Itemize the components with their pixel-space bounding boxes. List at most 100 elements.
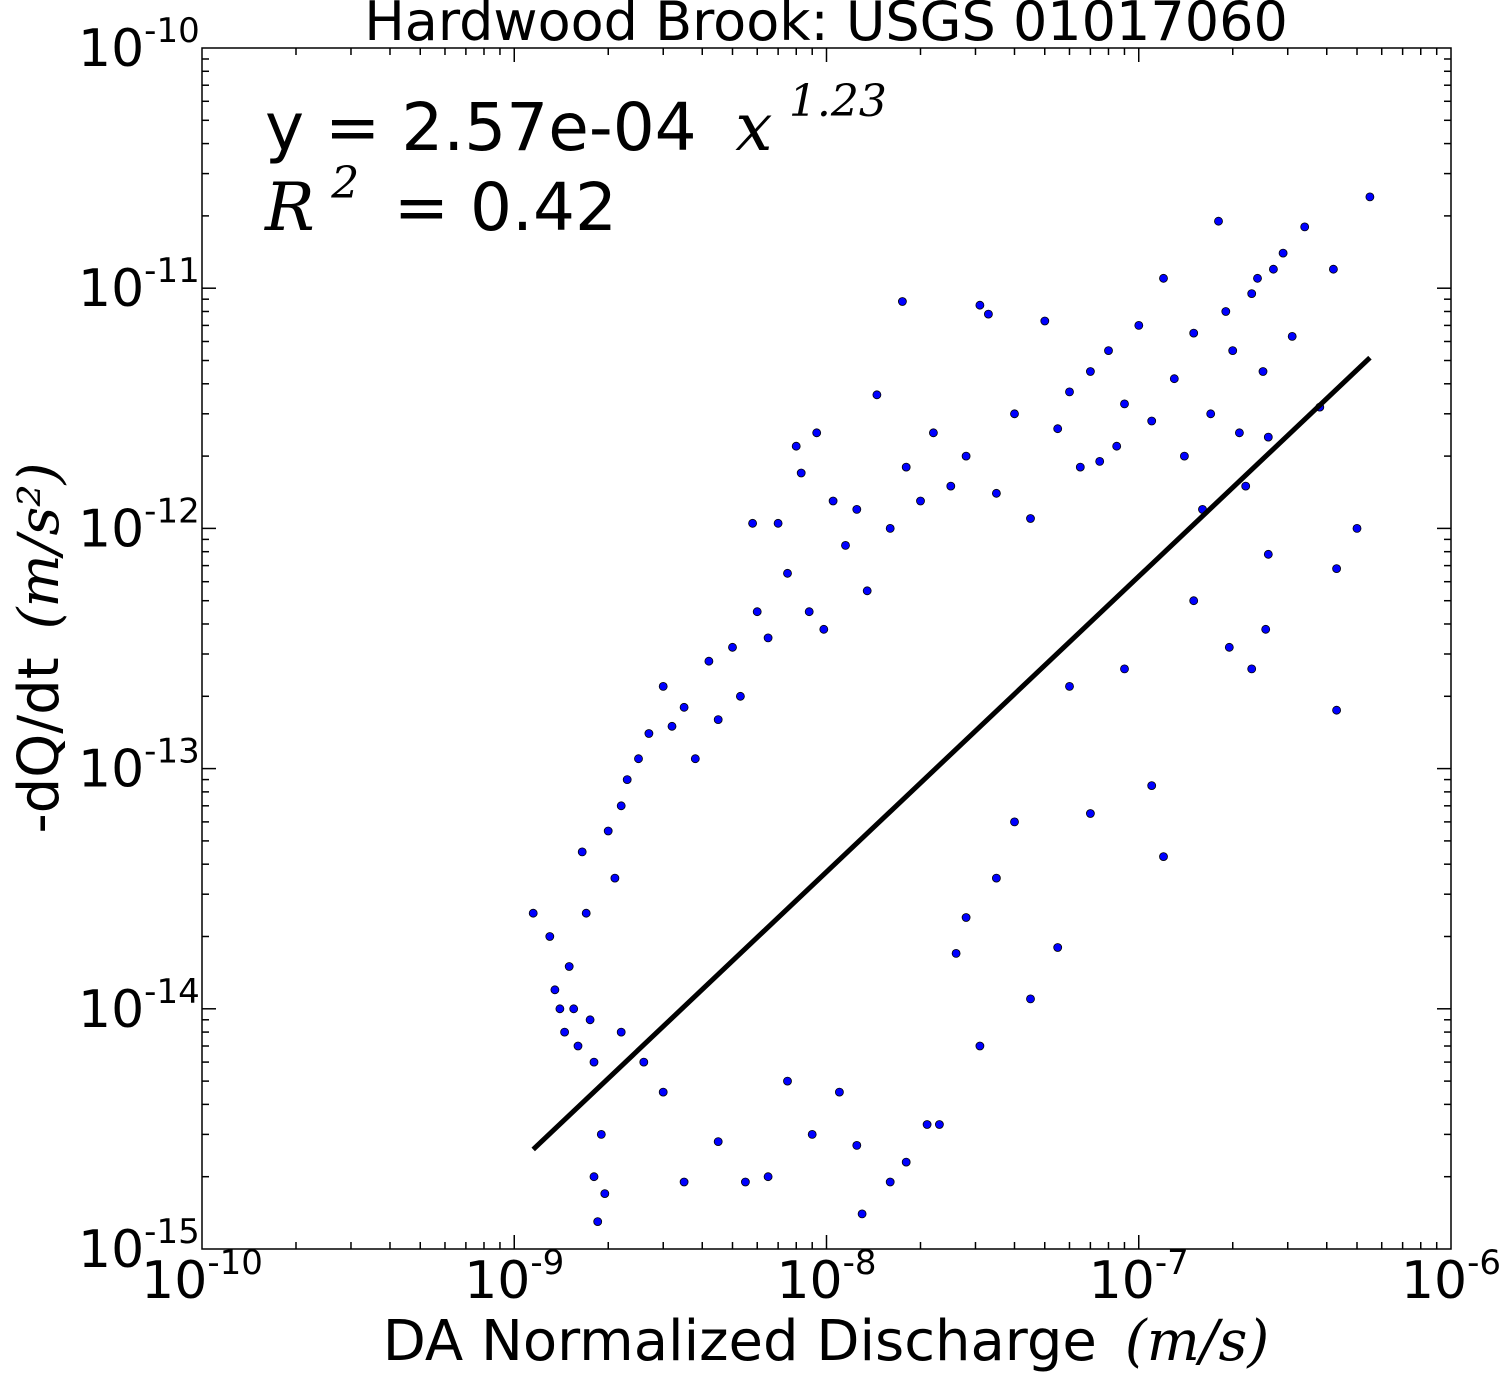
data-point [1104, 346, 1113, 356]
data-point [1120, 399, 1129, 409]
x-tick-labels: 10-10 10-9 10-8 10-7 10-6 [141, 1243, 1499, 1311]
data-point [1134, 320, 1144, 330]
data-point [1189, 328, 1199, 338]
data-point [852, 1141, 862, 1150]
data-point [1287, 331, 1297, 341]
data-point [1053, 424, 1063, 434]
data-point [804, 607, 814, 617]
data-point [1300, 222, 1310, 232]
data-point [791, 441, 801, 451]
data-point [573, 1041, 583, 1051]
data-point [872, 390, 882, 400]
data-point [581, 908, 591, 918]
data-point [885, 524, 895, 533]
data-point [819, 624, 829, 634]
data-point [901, 1157, 911, 1167]
data-point [1075, 462, 1085, 472]
fit-equation: y = 2.57e-04 x 1.23 [265, 76, 887, 166]
data-point [885, 1177, 895, 1187]
data-point [975, 300, 985, 310]
data-point [1263, 432, 1273, 442]
data-point [679, 702, 689, 712]
axis-ticks [202, 48, 1451, 1249]
data-point [1235, 428, 1244, 438]
data-point [1332, 705, 1341, 715]
data-point [763, 633, 773, 643]
data-point [1214, 216, 1223, 226]
equation-prefix: y = 2.57e-04 [265, 89, 697, 166]
data-point [667, 721, 677, 731]
x-tick-label: 10-7 [1089, 1243, 1189, 1311]
data-point [1221, 307, 1231, 316]
data-point [1095, 456, 1105, 466]
data-point [992, 873, 1001, 883]
data-point [1147, 781, 1157, 790]
data-point [984, 309, 993, 319]
data-point [713, 1137, 723, 1146]
x-axis-label: DA Normalized Discharge (m/s) [383, 1309, 1270, 1373]
r2-value: = 0.42 [394, 169, 617, 246]
data-point [773, 518, 783, 528]
data-point [616, 801, 626, 811]
data-point [1065, 387, 1074, 397]
data-point [898, 297, 907, 306]
data-point [528, 908, 538, 918]
data-point [946, 481, 956, 491]
data-point [596, 1130, 606, 1139]
data-point [1329, 264, 1338, 274]
r2-exponent: 2 [330, 158, 359, 209]
data-point [1352, 524, 1362, 533]
data-point [951, 949, 961, 958]
data-point [1261, 624, 1271, 634]
y-tick-label: 10-11 [78, 251, 200, 319]
data-point [783, 1076, 792, 1086]
data-point [796, 468, 806, 478]
data-point [1159, 273, 1168, 283]
data-point [728, 642, 737, 652]
data-point [593, 1217, 603, 1226]
y-tick-label: 10-15 [78, 1212, 200, 1280]
x-tick-label: 10-10 [141, 1243, 263, 1311]
r2-variable: R [264, 169, 315, 246]
data-point [828, 496, 838, 506]
data-point [644, 729, 654, 738]
data-point [622, 775, 632, 784]
data-point [1026, 994, 1035, 1004]
data-point [1010, 817, 1019, 827]
data-point [1040, 316, 1050, 326]
y-tick-label: 10-10 [78, 11, 200, 79]
data-point [1247, 664, 1257, 674]
data-point [603, 826, 613, 836]
data-point [577, 847, 587, 857]
data-point [935, 1120, 944, 1129]
data-point [916, 496, 925, 506]
data-point [812, 428, 822, 438]
data-point [1278, 248, 1288, 258]
data-point [1086, 367, 1095, 376]
data-point [807, 1130, 817, 1139]
x-axis-label-unit: (m/s) [1125, 1309, 1269, 1373]
data-point [862, 586, 872, 596]
data-point [1247, 289, 1257, 299]
data-point [763, 1172, 773, 1182]
data-point [564, 962, 574, 971]
data-point [835, 1087, 844, 1097]
scatter-points [528, 192, 1375, 1226]
chart-title: Hardwood Brook: USGS 01017060 [364, 0, 1288, 53]
fit-line-layer [531, 355, 1372, 1152]
data-point [600, 1189, 610, 1198]
data-point [961, 451, 971, 461]
data-point [658, 1087, 668, 1097]
data-point [1269, 264, 1278, 274]
data-point [783, 568, 792, 578]
data-point [1206, 409, 1216, 419]
data-point [639, 1057, 649, 1067]
svg-text:R 2 = 0.42: R 2 = 0.42 [264, 140, 617, 246]
y-tick-label: 10-14 [78, 972, 200, 1040]
y-tick-label: 10-13 [78, 732, 200, 800]
data-point [713, 715, 723, 724]
data-point [901, 462, 911, 472]
data-point [857, 1209, 867, 1219]
data-point [589, 1172, 599, 1182]
svg-text:y = 2.57e-04 x 1.2: y = 2.57e-04 x 1.23 [265, 76, 887, 166]
